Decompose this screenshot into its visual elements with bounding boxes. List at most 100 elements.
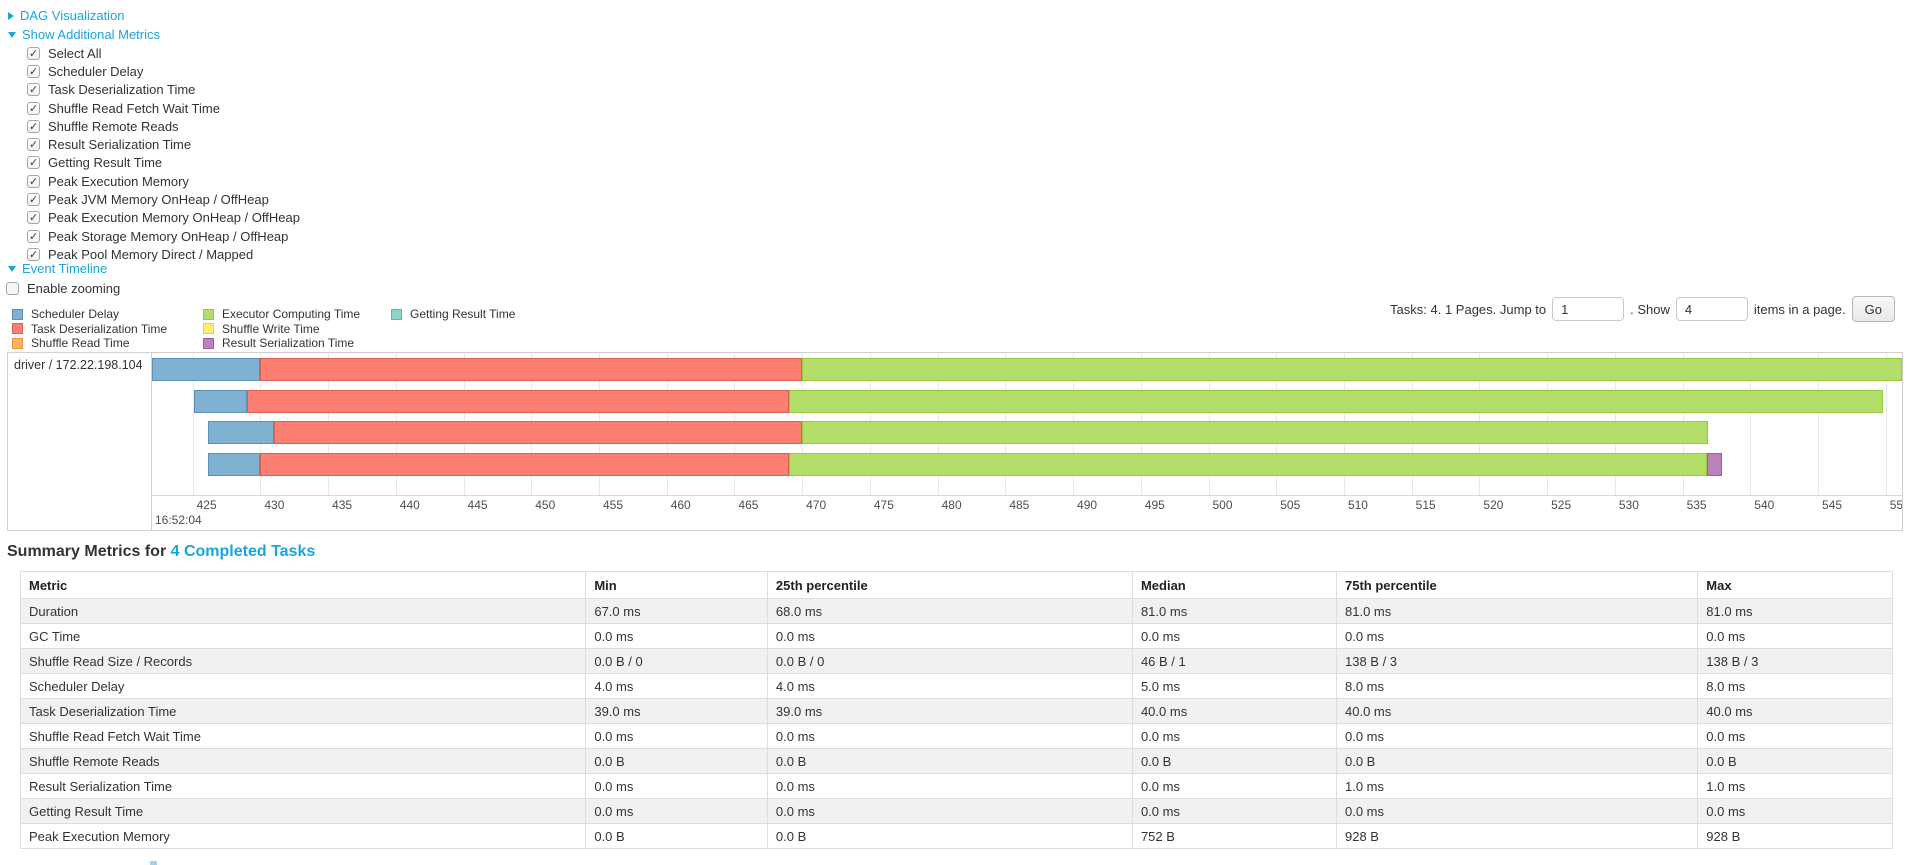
metric-option-row: Select All [27,44,300,62]
task-bar[interactable] [152,390,1902,413]
metric-value-cell: 0.0 B [766,748,1133,774]
axis-tick-label: 475 [873,498,894,512]
legend-column: Scheduler Delay Task Deserialization Time… [12,307,203,351]
metric-name-cell: Task Deserialization Time [19,698,587,724]
metric-checkbox[interactable] [27,229,40,243]
metric-value-cell: 0.0 ms [1131,623,1338,649]
items-per-page-input[interactable] [1675,297,1748,321]
axis-tick-label: 465 [738,498,759,512]
task-segment-task-deserialization [260,358,803,381]
axis-tick-label: 545 [1822,498,1843,512]
metric-checkbox[interactable] [27,101,40,115]
legend-item-label: Task Deserialization Time [31,321,168,336]
metric-option-row: Task Deserialization Time [27,81,300,99]
pagination-mid: . Show [1630,301,1670,317]
metric-value-cell: 0.0 B / 0 [766,648,1133,674]
metric-value-cell: 0.0 ms [1697,723,1893,749]
axis-tick-label: 445 [467,498,488,512]
task-segment-executor-computing [802,421,1709,444]
show-additional-metrics-toggle[interactable]: Show Additional Metrics [8,27,160,42]
axis-tick-label: 520 [1483,498,1504,512]
metric-checkbox[interactable] [27,64,40,78]
metric-checkbox-label: Shuffle Read Fetch Wait Time [48,100,220,116]
executor-computing-swatch-icon [203,308,214,320]
chart-x-axis: 16:52:04 425 430 435 440 445 450 455 460 465 470 4… [152,495,1902,530]
metric-value-cell: 0.0 ms [1131,798,1338,824]
gridline [1750,353,1752,495]
metric-value-cell: 0.0 ms [585,773,768,799]
chart-plot-area [152,353,1902,495]
dag-visualization-toggle[interactable]: DAG Visualization [8,8,125,23]
metric-value-cell: 0.0 ms [1335,798,1699,824]
event-timeline-toggle[interactable]: Event Timeline [8,261,107,276]
legend-item-label: Shuffle Read Time [31,336,130,351]
metric-value-cell: 8.0 ms [1697,673,1893,699]
legend-item: Getting Result Time [391,307,515,322]
metric-value-cell: 0.0 B [1131,748,1338,774]
task-segment-task-deserialization [260,453,789,476]
metric-checkbox-label: Getting Result Time [48,155,163,171]
legend-item-label: Result Serialization Time [222,336,355,351]
axis-tick-label: 460 [670,498,691,512]
legend-item: Task Deserialization Time [12,322,203,337]
metric-name-cell: GC Time [19,623,587,649]
task-bar[interactable] [152,421,1902,444]
shuffle-write-swatch-icon [203,323,214,335]
axis-tick-label: 490 [1077,498,1098,512]
metric-checkbox[interactable] [27,83,40,97]
metric-value-cell: 40.0 ms [1131,698,1338,724]
metric-checkbox[interactable] [27,193,40,207]
chevron-down-icon [8,265,16,272]
go-button[interactable]: Go [1851,296,1895,322]
metric-checkbox[interactable] [27,211,40,225]
axis-tick-label: 540 [1754,498,1775,512]
metric-name-cell: Shuffle Read Size / Records [19,648,587,674]
axis-tick-label: 440 [399,498,420,512]
metric-value-cell: 0.0 ms [1335,723,1699,749]
legend-item: Result Serialization Time [203,336,391,351]
metric-checkbox[interactable] [27,138,40,152]
metric-checkbox[interactable] [27,247,40,261]
legend-item-label: Scheduler Delay [31,307,120,322]
completed-tasks-link[interactable]: 4 Completed Tasks [170,543,316,560]
axis-tick-label: 535 [1686,498,1707,512]
legend-item-label: Executor Computing Time [222,307,361,322]
jump-to-page-input[interactable] [1552,297,1625,321]
metric-checkbox-label: Peak Execution Memory [48,173,189,189]
task-bar[interactable] [152,453,1902,476]
summary-heading-prefix: Summary Metrics for [7,543,171,560]
metric-checkbox[interactable] [27,46,40,60]
enable-zooming-checkbox[interactable] [6,282,19,295]
metric-value-cell: 0.0 ms [585,723,768,749]
task-segment-task-deserialization [246,390,789,413]
metric-checkbox[interactable] [27,156,40,170]
metric-value-cell: 0.0 ms [585,798,768,824]
axis-major-label: 16:52:04 [155,513,202,527]
additional-metrics-list: Select All Scheduler Delay Task Deserializ… [27,44,300,264]
metric-value-cell: 8.0 ms [1335,673,1699,699]
metric-value-cell: 0.0 ms [766,723,1133,749]
axis-tick-label: 430 [264,498,285,512]
metric-value-cell: 0.0 ms [1131,723,1338,749]
summary-metrics-heading: Summary Metrics for 4 Completed Tasks [7,543,315,561]
metric-option-row: Result Serialization Time [27,135,300,153]
axis-tick-label: 505 [1280,498,1301,512]
legend-item: Executor Computing Time [203,307,391,322]
metric-value-cell: 81.0 ms [1697,598,1893,624]
axis-tick-label: 450 [535,498,556,512]
metric-checkbox[interactable] [27,174,40,188]
column-header: Metric [19,571,587,599]
metric-option-row: Shuffle Read Fetch Wait Time [27,99,300,117]
metric-option-row: Shuffle Remote Reads [27,117,300,135]
axis-tick-label: 500 [1212,498,1233,512]
task-bar[interactable] [152,358,1902,381]
metric-option-row: Peak Execution Memory [27,172,300,190]
timeline-legend: Scheduler Delay Task Deserialization Time… [12,307,515,351]
metric-value-cell: 928 B [1697,823,1893,849]
metric-value-cell: 5.0 ms [1131,673,1338,699]
metric-checkbox[interactable] [27,119,40,133]
chart-group-column: driver / 172.22.198.104 [8,353,152,530]
metric-value-cell: 81.0 ms [1335,598,1699,624]
metric-checkbox-label: Peak Pool Memory Direct / Mapped [48,246,254,262]
metric-name-cell: Shuffle Read Fetch Wait Time [19,723,587,749]
